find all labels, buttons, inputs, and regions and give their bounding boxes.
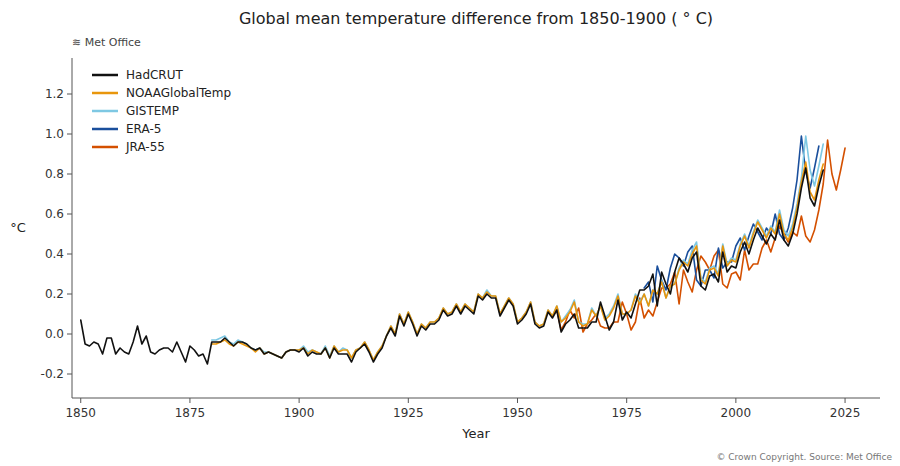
y-tick — [67, 334, 72, 335]
y-axis-label: °C — [10, 220, 26, 235]
x-tick-label: 1975 — [611, 406, 642, 420]
x-tick — [408, 398, 409, 403]
x-tick — [299, 398, 300, 403]
title: Global mean temperature difference from … — [239, 9, 713, 28]
series-line — [644, 136, 819, 302]
x-tick-label: 1875 — [175, 406, 206, 420]
legend-label: HadCRUT — [126, 68, 183, 82]
x-axis-label: Year — [461, 426, 490, 441]
x-tick-label: 1925 — [393, 406, 424, 420]
x-tick — [189, 398, 190, 403]
x-tick-label: 1900 — [284, 406, 315, 420]
legend-swatch — [92, 110, 118, 113]
y-tick-label: 1.2 — [45, 87, 64, 101]
series-line — [552, 140, 845, 332]
legend-label: ERA-5 — [126, 122, 161, 136]
series-line — [212, 162, 823, 360]
legend-swatch — [92, 74, 118, 77]
legend-swatch — [92, 146, 118, 149]
legend-label: GISTEMP — [126, 104, 179, 118]
x-tick-label: 1950 — [502, 406, 533, 420]
x-tick — [517, 398, 518, 403]
y-tick — [67, 134, 72, 135]
legend-label: JRA-55 — [125, 140, 165, 154]
legend-swatch — [92, 92, 118, 95]
background — [0, 0, 900, 466]
axes: -0.2 0.0 0.2 0.4 0.6 0.8 1.0 1.2 1850 1875 1900 192… — [41, 58, 880, 420]
legend: HadCRUT NOAAGlobalTemp GISTEMP ERA-5 JRA-55 — [92, 68, 231, 154]
y-tick-label: 0.4 — [45, 247, 64, 261]
x-tick-label: 2025 — [830, 406, 861, 420]
x-tick-label: 2000 — [721, 406, 752, 420]
plot-area — [81, 136, 845, 364]
annotation: ≋ Met Office — [72, 36, 141, 49]
x-axis-line — [72, 398, 880, 399]
x-tick-label: 1850 — [65, 406, 96, 420]
y-tick — [67, 374, 72, 375]
y-tick — [67, 214, 72, 215]
y-tick-label: -0.2 — [41, 367, 64, 381]
y-tick — [67, 254, 72, 255]
y-tick-label: 0.2 — [45, 287, 64, 301]
y-tick — [67, 294, 72, 295]
x-tick — [845, 398, 846, 403]
annotation: © Crown Copyright. Source: Met Office — [716, 452, 892, 462]
y-tick-label: 0.0 — [45, 327, 64, 341]
x-tick — [735, 398, 736, 403]
x-tick — [626, 398, 627, 403]
y-tick-label: 1.0 — [45, 127, 64, 141]
series-line — [81, 168, 823, 364]
y-tick-label: 0.6 — [45, 207, 64, 221]
legend-label: NOAAGlobalTemp — [126, 86, 231, 100]
y-tick — [67, 174, 72, 175]
legend-swatch — [92, 128, 118, 131]
y-axis-line — [72, 58, 73, 398]
x-tick — [80, 398, 81, 403]
series-line — [212, 136, 823, 360]
y-tick — [67, 94, 72, 95]
y-tick-label: 0.8 — [45, 167, 64, 181]
chart: Global mean temperature difference from … — [0, 0, 900, 466]
